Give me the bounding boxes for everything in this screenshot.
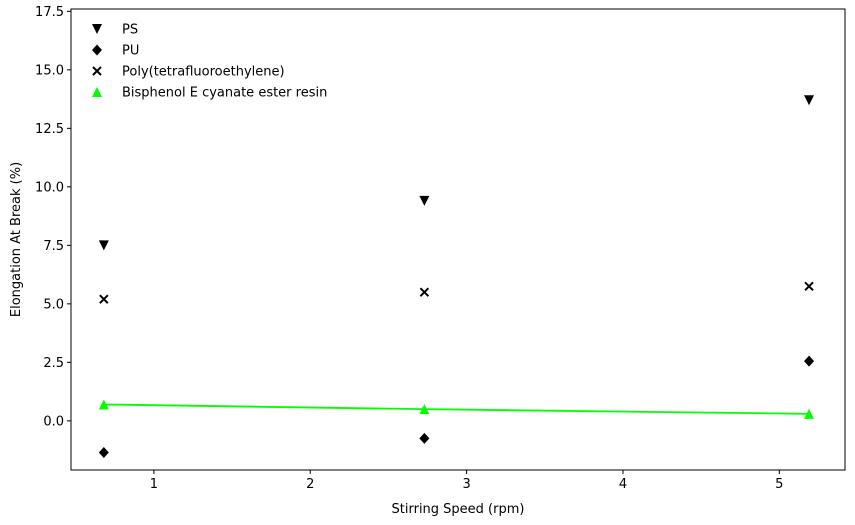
data-point	[419, 195, 430, 206]
legend-item: PU	[92, 44, 139, 59]
y-axis-label: Elongation At Break (%)	[9, 162, 24, 317]
y-tick-label: 0.0	[43, 414, 64, 429]
x-axis-label: Stirring Speed (rpm)	[392, 502, 525, 517]
legend-item: Bisphenol E cyanate ester resin	[92, 86, 327, 101]
data-point	[804, 281, 814, 292]
legend: PS PU Poly(tetrafluoroethylene) Bisphenol E…	[92, 23, 327, 101]
legend-label: PU	[122, 44, 139, 59]
legend-marker	[92, 66, 102, 76]
data-point	[419, 404, 430, 415]
x-tick-label: 5	[775, 477, 783, 492]
y-tick-label: 5.0	[43, 297, 64, 312]
legend-label: Poly(tetrafluoroethylene)	[122, 65, 285, 80]
plot-frame	[70, 8, 846, 471]
y-tick-label: 12.5	[35, 122, 64, 137]
y-tick-label: 7.5	[43, 239, 64, 254]
series-2	[99, 281, 814, 304]
y-tick-label: 10.0	[35, 180, 64, 195]
series-1	[98, 355, 815, 458]
data-point	[98, 240, 109, 251]
x-tick-label: 2	[306, 477, 314, 492]
data-point	[804, 408, 815, 419]
legend-marker	[92, 44, 102, 56]
data-point	[98, 399, 109, 410]
x-tick-label: 4	[619, 477, 627, 492]
data-point	[804, 355, 815, 367]
data-point	[804, 95, 815, 106]
data-point	[419, 287, 430, 297]
y-tick-label: 17.5	[35, 5, 64, 20]
y-tick-label: 2.5	[43, 356, 64, 371]
data-point	[99, 294, 109, 304]
y-tick-label: 15.0	[35, 63, 64, 78]
series-0	[98, 95, 815, 251]
legend-label: PS	[122, 23, 138, 38]
legend-marker	[92, 24, 102, 34]
legend-item: Poly(tetrafluoroethylene)	[92, 65, 285, 80]
x-tick-label: 3	[462, 477, 470, 492]
legend-label: Bisphenol E cyanate ester resin	[122, 86, 327, 101]
legend-marker	[92, 87, 102, 97]
data-point	[419, 432, 430, 444]
data-point	[98, 446, 109, 458]
x-tick-label: 1	[150, 477, 158, 492]
series-3	[98, 399, 815, 419]
legend-item: PS	[92, 23, 138, 38]
